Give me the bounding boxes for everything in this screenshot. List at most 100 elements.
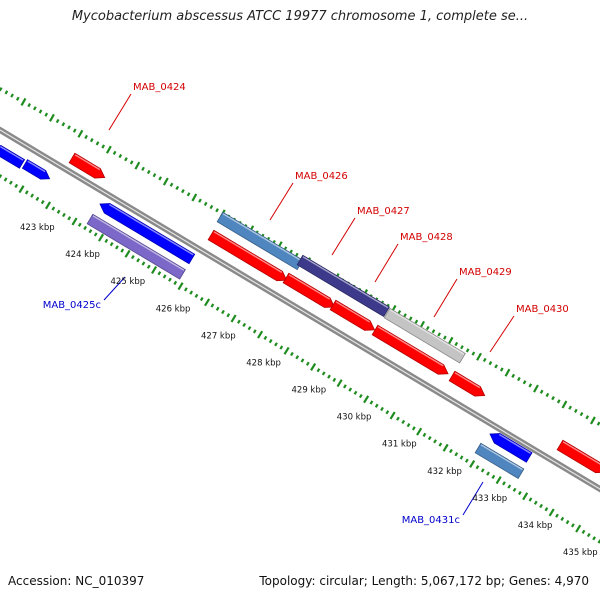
outer-track-tick xyxy=(568,405,572,410)
gene-mab-0431c[interactable] xyxy=(487,429,533,463)
inner-track-tick xyxy=(230,314,237,323)
kbp-label: 426 kbp xyxy=(156,304,191,314)
outer-track-tick xyxy=(408,316,413,321)
inner-track-tick xyxy=(40,199,45,205)
backbone-highlight xyxy=(0,129,600,490)
gene-mab-0424[interactable] xyxy=(68,152,107,182)
inner-track-tick xyxy=(83,225,88,231)
outer-track-tick xyxy=(118,153,123,159)
gene-forward-f[interactable] xyxy=(556,439,600,477)
gene-label-mab-0427[interactable]: MAB_0427 xyxy=(357,206,410,217)
outer-track-tick xyxy=(215,208,219,213)
inner-track-tick xyxy=(389,411,396,420)
inner-track-tick xyxy=(528,497,533,502)
inner-track-tick xyxy=(459,455,464,460)
gene-mab-0425c-inner-bevel xyxy=(92,215,185,271)
inner-track-tick xyxy=(358,393,363,399)
gene-mab-0431c-inner-bevel xyxy=(480,444,523,471)
callout-mab-0430 xyxy=(489,315,515,353)
chromosome-backbone xyxy=(0,126,600,493)
inner-track-tick xyxy=(305,361,310,366)
gene-features[interactable] xyxy=(0,142,600,480)
outer-track-tick xyxy=(101,144,106,149)
inner-track-tick xyxy=(433,439,437,444)
outer-track-tick xyxy=(129,160,134,165)
gene-mab-0425c[interactable] xyxy=(97,199,196,265)
outer-track-tick xyxy=(504,368,511,377)
gene-label-mab-0431c[interactable]: MAB_0431c xyxy=(402,515,460,526)
gene-label-mab-0429[interactable]: MAB_0429 xyxy=(459,267,512,278)
inner-track-tick xyxy=(0,174,3,179)
gene-forward-a[interactable] xyxy=(207,229,289,285)
outer-track-tick xyxy=(471,351,476,356)
gene-label-mab-0424[interactable]: MAB_0424 xyxy=(133,82,186,93)
gene-mab-0425c-inner[interactable] xyxy=(86,213,186,280)
inner-track-tick xyxy=(336,379,343,388)
outer-track-tick xyxy=(517,376,521,382)
inner-track-tick xyxy=(406,423,411,428)
gene-label-mab-0430[interactable]: MAB_0430 xyxy=(516,304,569,315)
inner-track-tick xyxy=(396,416,400,421)
outer-track-tick xyxy=(447,336,454,345)
gene-label-mab-0425c[interactable]: MAB_0425c xyxy=(43,300,101,311)
outer-track-tick xyxy=(15,96,20,101)
inner-track-tick xyxy=(141,261,146,266)
gene-forward-a-bevel xyxy=(213,231,283,273)
gene-forward-e-body xyxy=(448,370,486,397)
gene-forward-f-bevel xyxy=(562,441,600,465)
gene-forward-e[interactable] xyxy=(448,370,487,400)
gene-callout-lines xyxy=(103,93,515,516)
inner-track-tick xyxy=(548,508,555,517)
outer-track-tick xyxy=(61,122,66,127)
inner-track-tick xyxy=(486,471,490,476)
gene-mab-0426[interactable] xyxy=(216,211,304,271)
gene-forward-d[interactable] xyxy=(371,324,451,378)
outer-track-tick xyxy=(209,204,214,210)
gene-label-mab-0426[interactable]: MAB_0426 xyxy=(295,171,348,182)
inner-track-tick xyxy=(130,254,135,260)
gene-mab-0428[interactable] xyxy=(383,307,466,364)
outer-track-tick xyxy=(585,415,590,420)
inner-track-tick xyxy=(257,330,264,339)
gene-reverse-0423b-bevel xyxy=(27,160,46,173)
inner-track-tick xyxy=(491,474,496,479)
gene-mab-0428-body xyxy=(383,307,466,364)
outer-track-tick xyxy=(55,118,60,124)
gene-reverse-0423b[interactable] xyxy=(21,159,52,183)
outer-track-tick xyxy=(545,392,550,398)
kbp-label: 431 kbp xyxy=(382,440,417,450)
outer-track-tick xyxy=(431,329,436,334)
inner-track-tick xyxy=(173,280,178,286)
inner-track-tick xyxy=(215,306,220,311)
gene-mab-0427[interactable] xyxy=(296,254,390,318)
inner-track-tick xyxy=(268,338,273,344)
outer-track-tick xyxy=(403,313,407,318)
gene-forward-b[interactable] xyxy=(282,272,337,311)
gene-mab-0431c-bevel xyxy=(498,433,531,454)
inner-track-tick xyxy=(575,524,582,533)
inner-track-tick xyxy=(18,185,25,194)
gene-mab-0431c-inner[interactable] xyxy=(474,442,525,480)
gene-label-mab-0428[interactable]: MAB_0428 xyxy=(400,232,453,243)
gene-forward-c[interactable] xyxy=(329,299,377,334)
outer-track-tick xyxy=(494,364,498,369)
inner-track-tick xyxy=(274,342,278,347)
outer-track-tick xyxy=(146,169,151,175)
inner-track-tick xyxy=(221,309,225,315)
outer-track-tick xyxy=(77,129,84,138)
inner-track-tick xyxy=(369,400,374,405)
inner-track-tick xyxy=(469,459,476,468)
outer-track-tick xyxy=(20,97,27,106)
topology-summary: Topology: circular; Length: 5,067,172 bp… xyxy=(259,574,589,588)
kbp-scale-labels: 423 kbp 424 kbp 425 kbp 426 kbp 427 kbp 428 k… xyxy=(20,223,598,558)
inner-track-tick xyxy=(98,233,105,242)
gene-reverse-0423a[interactable] xyxy=(0,142,26,169)
gene-labels[interactable]: MAB_0424 MAB_0426 MAB_0427 MAB_0428 MAB_0429… xyxy=(43,82,569,526)
inner-track-tick xyxy=(332,377,337,383)
inner-track-tick xyxy=(327,374,331,379)
kbp-label: 427 kbp xyxy=(201,331,236,341)
gene-forward-e-bevel xyxy=(454,372,481,389)
gene-forward-d-bevel xyxy=(377,326,444,367)
inner-track-tick xyxy=(321,371,326,376)
